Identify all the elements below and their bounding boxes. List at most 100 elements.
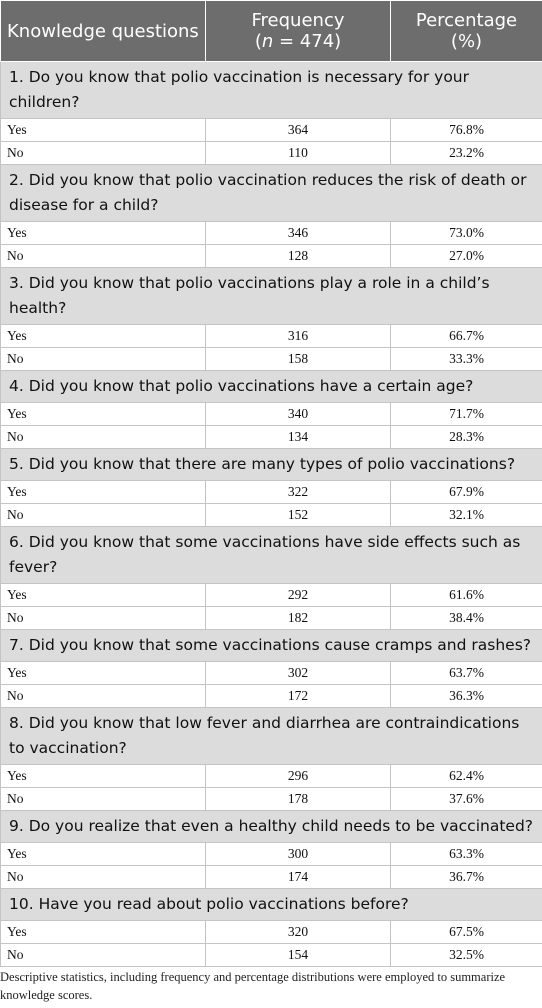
question-text: 1. Do you know that polio vaccination is… — [0, 61, 542, 119]
answer-label: Yes — [0, 221, 206, 245]
answer-row: No 158 33.3% — [0, 347, 542, 371]
answer-label: No — [0, 787, 206, 811]
question-row: 4. Did you know that polio vaccinations … — [0, 370, 542, 403]
answer-frequency: 172 — [205, 684, 391, 708]
question-row: 6. Did you know that some vaccinations h… — [0, 526, 542, 584]
answer-label: Yes — [0, 661, 206, 685]
answer-frequency: 296 — [205, 764, 391, 788]
answer-row: Yes 320 67.5% — [0, 920, 542, 944]
answer-percentage: 73.0% — [390, 221, 542, 245]
answer-row: Yes 322 67.9% — [0, 480, 542, 504]
answer-percentage: 76.8% — [390, 118, 542, 142]
answer-frequency: 182 — [205, 606, 391, 630]
answer-frequency: 316 — [205, 324, 391, 348]
question-text: 8. Did you know that low fever and diarr… — [0, 707, 542, 765]
answer-row: Yes 346 73.0% — [0, 221, 542, 245]
answer-frequency: 154 — [205, 943, 391, 967]
answer-frequency: 152 — [205, 503, 391, 527]
answer-label: Yes — [0, 402, 206, 426]
answer-row: No 128 27.0% — [0, 244, 542, 268]
answer-row: No 110 23.2% — [0, 141, 542, 165]
answer-percentage: 36.7% — [390, 865, 542, 889]
header-percentage-label: Percentage — [415, 10, 518, 31]
question-text: 5. Did you know that there are many type… — [0, 448, 542, 481]
question-text: 6. Did you know that some vaccinations h… — [0, 526, 542, 584]
answer-row: Yes 316 66.7% — [0, 324, 542, 348]
answer-row: No 134 28.3% — [0, 425, 542, 449]
answer-percentage: 23.2% — [390, 141, 542, 165]
question-row: 2. Did you know that polio vaccination r… — [0, 164, 542, 222]
answer-row: No 182 38.4% — [0, 606, 542, 630]
answer-frequency: 134 — [205, 425, 391, 449]
answer-percentage: 61.6% — [390, 583, 542, 607]
knowledge-table: Knowledge questions Frequency (n = 474) … — [0, 0, 542, 967]
answer-row: Yes 364 76.8% — [0, 118, 542, 142]
answer-label: No — [0, 606, 206, 630]
answer-frequency: 292 — [205, 583, 391, 607]
answer-percentage: 27.0% — [390, 244, 542, 268]
answer-row: No 172 36.3% — [0, 684, 542, 708]
question-row: 7. Did you know that some vaccinations c… — [0, 629, 542, 662]
header-frequency-label: Frequency — [251, 10, 345, 31]
answer-label: Yes — [0, 764, 206, 788]
answer-label: Yes — [0, 920, 206, 944]
question-text: 4. Did you know that polio vaccinations … — [0, 370, 542, 403]
answer-percentage: 28.3% — [390, 425, 542, 449]
question-row: 8. Did you know that low fever and diarr… — [0, 707, 542, 765]
question-text: 2. Did you know that polio vaccination r… — [0, 164, 542, 222]
answer-row: No 178 37.6% — [0, 787, 542, 811]
answer-row: Yes 302 63.7% — [0, 661, 542, 685]
answer-label: No — [0, 943, 206, 967]
question-row: 1. Do you know that polio vaccination is… — [0, 61, 542, 119]
question-row: 9. Do you realize that even a healthy ch… — [0, 810, 542, 843]
answer-frequency: 302 — [205, 661, 391, 685]
question-row: 10. Have you read about polio vaccinatio… — [0, 888, 542, 921]
answer-frequency: 322 — [205, 480, 391, 504]
answer-frequency: 178 — [205, 787, 391, 811]
answer-row: No 152 32.1% — [0, 503, 542, 527]
answer-label: Yes — [0, 324, 206, 348]
header-frequency-count: = 474) — [273, 31, 342, 52]
answer-row: Yes 296 62.4% — [0, 764, 542, 788]
answer-percentage: 62.4% — [390, 764, 542, 788]
answer-label: Yes — [0, 118, 206, 142]
question-text: 7. Did you know that some vaccinations c… — [0, 629, 542, 662]
table-header-row: Knowledge questions Frequency (n = 474) … — [0, 0, 542, 62]
answer-frequency: 320 — [205, 920, 391, 944]
header-knowledge-questions: Knowledge questions — [0, 0, 206, 62]
answer-label: No — [0, 865, 206, 889]
answer-label: Yes — [0, 480, 206, 504]
answer-label: Yes — [0, 842, 206, 866]
answer-percentage: 36.3% — [390, 684, 542, 708]
answer-percentage: 32.1% — [390, 503, 542, 527]
header-frequency-n: n — [261, 31, 274, 52]
answer-percentage: 63.7% — [390, 661, 542, 685]
answer-label: Yes — [0, 583, 206, 607]
answer-percentage: 32.5% — [390, 943, 542, 967]
question-text: 9. Do you realize that even a healthy ch… — [0, 810, 542, 843]
question-row: 3. Did you know that polio vaccinations … — [0, 267, 542, 325]
answer-label: No — [0, 503, 206, 527]
answer-label: No — [0, 347, 206, 371]
answer-frequency: 364 — [205, 118, 391, 142]
answer-row: Yes 292 61.6% — [0, 583, 542, 607]
answer-row: No 174 36.7% — [0, 865, 542, 889]
answer-percentage: 71.7% — [390, 402, 542, 426]
answer-label: No — [0, 684, 206, 708]
answer-percentage: 66.7% — [390, 324, 542, 348]
answer-percentage: 67.5% — [390, 920, 542, 944]
header-frequency-open: ( — [254, 31, 262, 52]
answer-row: Yes 300 63.3% — [0, 842, 542, 866]
question-text: 10. Have you read about polio vaccinatio… — [0, 888, 542, 921]
answer-percentage: 33.3% — [390, 347, 542, 371]
answer-frequency: 346 — [205, 221, 391, 245]
knowledge-table-container: Knowledge questions Frequency (n = 474) … — [0, 0, 542, 967]
answer-row: Yes 340 71.7% — [0, 402, 542, 426]
header-frequency: Frequency (n = 474) — [205, 0, 391, 62]
answer-frequency: 158 — [205, 347, 391, 371]
answer-frequency: 128 — [205, 244, 391, 268]
answer-frequency: 300 — [205, 842, 391, 866]
question-row: 5. Did you know that there are many type… — [0, 448, 542, 481]
question-text: 3. Did you know that polio vaccinations … — [0, 267, 542, 325]
table-footnote: Descriptive statistics, including freque… — [0, 970, 506, 1002]
